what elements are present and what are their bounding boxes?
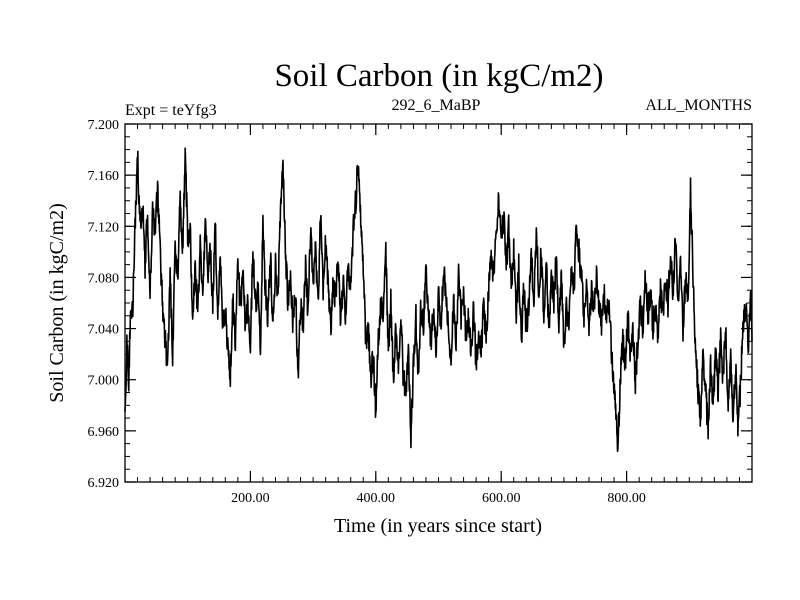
y-tick-label: 6.920: [88, 476, 120, 491]
y-tick-label: 7.160: [88, 169, 120, 184]
period-label: 292_6_MaBP: [392, 97, 481, 114]
y-tick-label: 7.120: [88, 220, 120, 235]
x-tick-label: 400.00: [357, 491, 396, 506]
x-tick-label: 600.00: [482, 491, 521, 506]
chart-title: Soil Carbon (in kgC/m2): [274, 58, 603, 94]
y-tick-label: 7.040: [88, 323, 120, 338]
x-tick-label: 200.00: [231, 491, 270, 506]
soil-carbon-series-line: [124, 147, 753, 453]
y-tick-label: 7.080: [88, 271, 120, 286]
y-axis-label: Soil Carbon (in kgC/m2): [46, 203, 68, 402]
series-group: [124, 147, 753, 453]
plot-frame: [124, 123, 753, 483]
x-axis-label: Time (in years since start): [334, 515, 542, 537]
y-tick-label: 7.200: [88, 118, 120, 133]
experiment-label: Expt = teYfg3: [125, 102, 217, 119]
y-tick-label: 6.960: [88, 425, 120, 440]
months-label: ALL_MONTHS: [645, 97, 752, 114]
x-tick-label: 800.00: [607, 491, 646, 506]
y-tick-label: 7.000: [88, 374, 120, 389]
